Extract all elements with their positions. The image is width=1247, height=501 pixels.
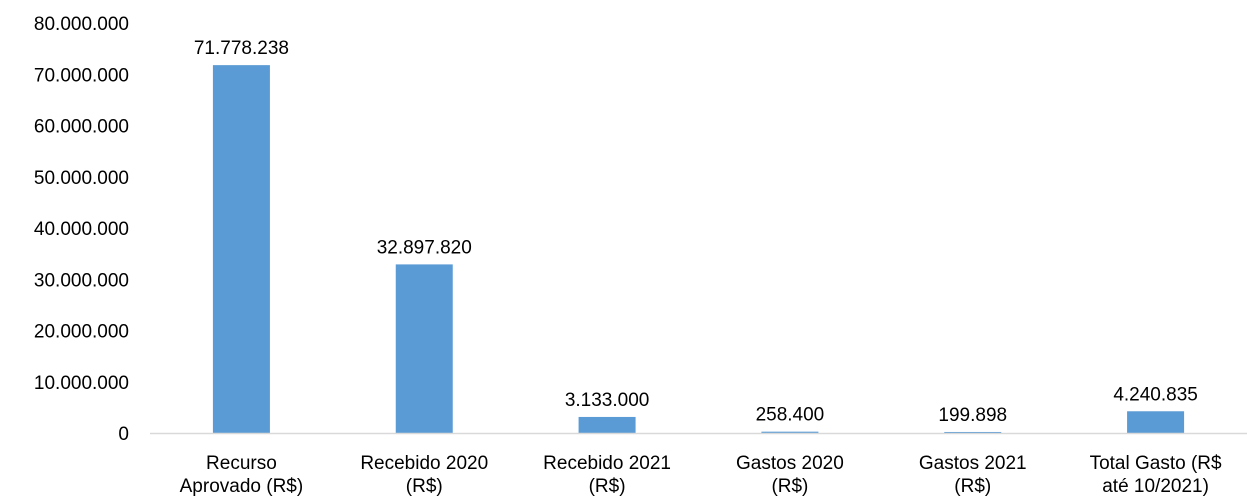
bar <box>395 264 453 433</box>
y-tick-label: 40.000.000 <box>34 219 129 240</box>
data-label: 4.240.835 <box>1113 384 1198 405</box>
y-axis: 0 10.000.000 20.000.000 30.000.000 40.000.00… <box>34 14 129 445</box>
data-label: 199.898 <box>938 405 1007 426</box>
x-tick-label: Recebido 2020 (R$) <box>360 453 488 497</box>
data-label: 258.400 <box>756 405 825 426</box>
bar <box>212 65 270 433</box>
y-tick-label: 80.000.000 <box>34 14 129 35</box>
bars <box>212 65 1185 433</box>
x-tick-label: Recurso Aprovado (R$) <box>180 453 304 497</box>
y-tick-label: 30.000.000 <box>34 270 129 291</box>
data-label: 32.897.820 <box>377 237 472 258</box>
bar <box>761 431 819 433</box>
data-labels: 71.778.238 32.897.820 3.133.000 258.400 199.… <box>194 38 1198 426</box>
bar <box>578 416 636 433</box>
y-tick-label: 60.000.000 <box>34 117 129 138</box>
bar <box>1127 411 1185 433</box>
data-label: 71.778.238 <box>194 38 289 59</box>
y-tick-label: 70.000.000 <box>34 65 129 86</box>
x-tick-label: Gastos 2020 (R$) <box>736 453 844 497</box>
bar <box>944 431 1002 433</box>
data-label: 3.133.000 <box>565 390 650 411</box>
x-axis: Recurso Aprovado (R$) Recebido 2020 (R$) Rec… <box>150 432 1247 497</box>
y-tick-label: 50.000.000 <box>34 168 129 189</box>
y-tick-label: 10.000.000 <box>34 373 129 394</box>
x-tick-label: Total Gasto (R$ até 10/2021) <box>1090 453 1222 497</box>
x-tick-label: Gastos 2021 (R$) <box>919 453 1027 497</box>
x-tick-label: Recebido 2021 (R$) <box>543 453 671 497</box>
y-tick-label: 0 <box>118 424 129 445</box>
y-tick-label: 20.000.000 <box>34 322 129 343</box>
